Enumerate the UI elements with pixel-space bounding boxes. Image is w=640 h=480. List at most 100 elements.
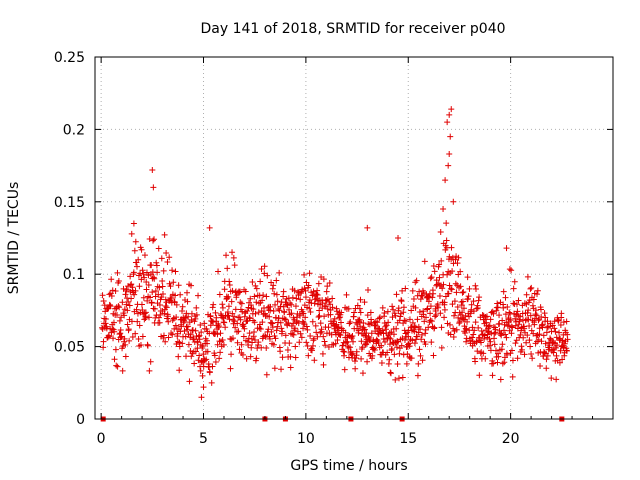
data-point: [336, 314, 343, 321]
data-point: [326, 280, 333, 287]
data-point: [211, 352, 218, 359]
data-point: [173, 314, 180, 321]
data-point: [414, 316, 421, 323]
data-point: [188, 316, 195, 323]
data-point: [427, 275, 434, 282]
data-point: [436, 261, 443, 268]
data-point: [292, 303, 299, 310]
data-point: [302, 294, 309, 301]
data-point: [392, 376, 399, 383]
data-point: [155, 314, 162, 321]
data-point: [526, 322, 533, 329]
data-point: [270, 307, 277, 314]
data-point: [359, 370, 366, 377]
data-point: [343, 291, 350, 298]
data-point: [337, 332, 344, 339]
data-point: [357, 323, 364, 330]
data-point: [282, 332, 289, 339]
data-point: [307, 332, 314, 339]
data-point: [464, 295, 471, 302]
data-point: [377, 314, 384, 321]
data-point: [132, 238, 139, 245]
data-point: [446, 282, 453, 289]
data-point: [319, 350, 326, 357]
data-point: [235, 328, 242, 335]
data-point: [125, 283, 131, 290]
data-point: [391, 351, 398, 358]
data-point: [108, 292, 115, 299]
data-point: [437, 228, 444, 235]
data-point: [560, 344, 567, 351]
data-point: [153, 259, 160, 266]
data-point: [410, 296, 417, 303]
data-point: [490, 310, 497, 317]
data-point: [119, 299, 126, 306]
data-point: [544, 352, 551, 359]
data-point: [535, 336, 542, 343]
data-point: [281, 309, 288, 316]
data-point: [144, 342, 151, 349]
data-point: [310, 337, 317, 344]
data-point: [392, 312, 399, 319]
y-tick-label: 0.15: [54, 195, 85, 211]
data-point: [401, 337, 408, 344]
data-point: [518, 346, 525, 353]
data-point: [315, 280, 322, 287]
data-point: [331, 315, 338, 322]
data-point: [302, 314, 309, 321]
data-point: [537, 363, 544, 370]
data-point: [301, 271, 308, 278]
data-point: [336, 331, 343, 338]
data-point: [291, 287, 298, 294]
data-point: [258, 308, 265, 315]
data-point: [506, 309, 513, 316]
data-point: [132, 287, 139, 294]
data-point: [279, 354, 286, 361]
data-point: [145, 272, 152, 279]
data-point: [450, 333, 457, 340]
data-point: [214, 341, 221, 348]
data-point: [564, 336, 571, 343]
data-point: [207, 312, 214, 319]
data-point: [218, 338, 225, 345]
data-point: [455, 254, 462, 261]
data-point: [481, 335, 488, 342]
data-point: [473, 305, 480, 312]
data-point: [352, 358, 359, 365]
data-point: [557, 336, 564, 343]
data-point: [228, 351, 235, 358]
data-point: [169, 267, 176, 274]
data-point: [287, 364, 294, 371]
data-point: [212, 359, 219, 366]
data-point: [195, 333, 202, 340]
data-point: [226, 282, 233, 289]
data-point: [141, 316, 148, 323]
data-point: [143, 286, 150, 293]
data-point: [127, 273, 134, 280]
data-point: [258, 266, 265, 273]
data-point: [527, 312, 534, 319]
data-point: [246, 330, 253, 337]
x-tick-label: 20: [502, 431, 520, 447]
data-point: [303, 339, 310, 346]
data-point: [441, 306, 448, 313]
data-point: [553, 334, 560, 341]
data-point: [422, 314, 429, 321]
data-point: [143, 278, 150, 285]
data-point: [266, 313, 273, 320]
data-point: [133, 263, 140, 270]
data-point: [508, 267, 515, 274]
data-point: [231, 262, 238, 269]
data-point: [318, 328, 325, 335]
peak-point: [442, 177, 449, 184]
data-point: [541, 350, 548, 357]
data-point: [134, 318, 141, 325]
data-point: [408, 307, 415, 314]
data-point: [553, 352, 560, 359]
data-point: [347, 344, 354, 351]
data-point: [187, 334, 194, 341]
data-point: [525, 307, 532, 314]
data-point: [219, 301, 226, 308]
data-point: [476, 294, 483, 301]
data-point: [339, 342, 346, 349]
